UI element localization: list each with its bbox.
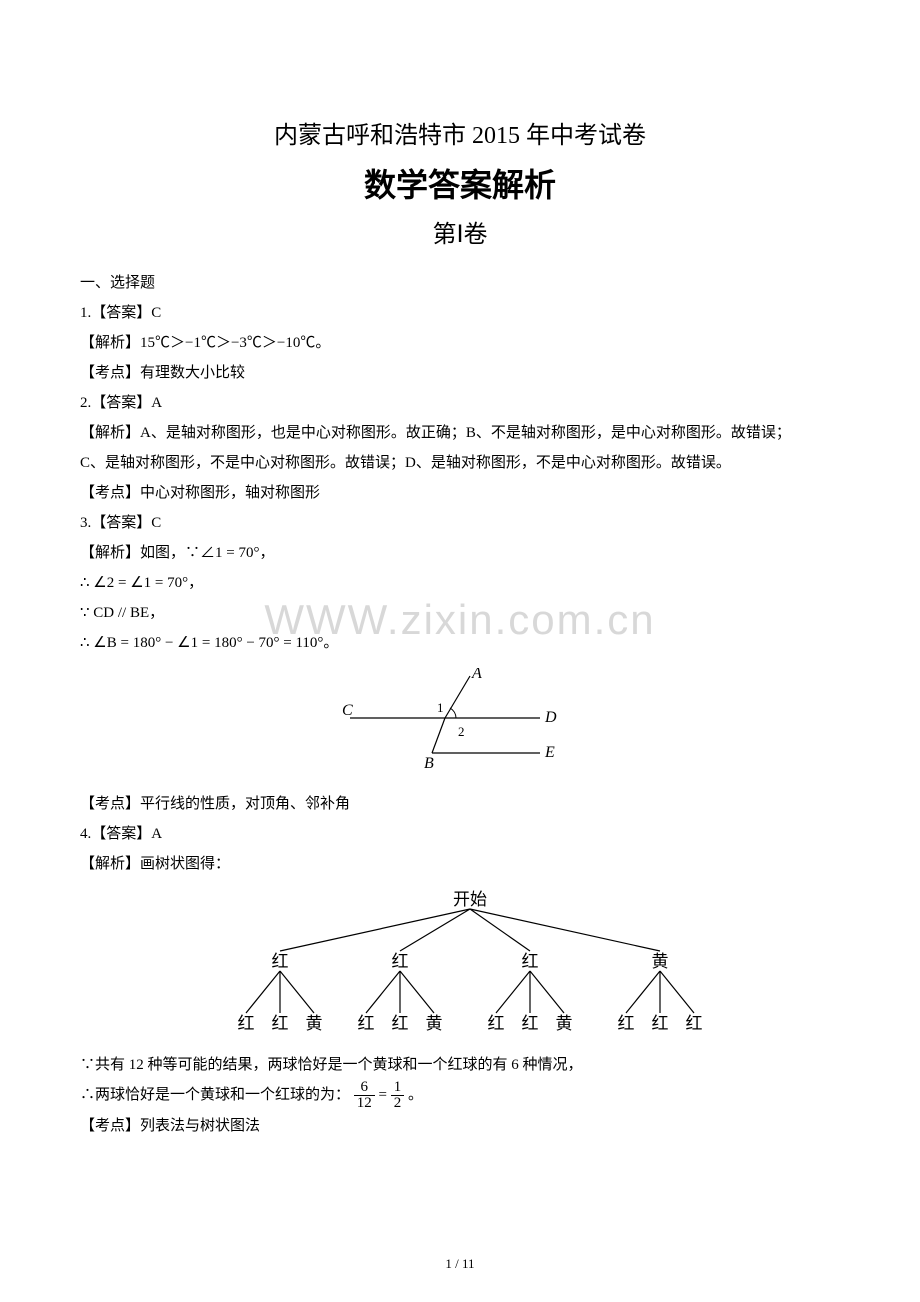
svg-text:红: 红	[392, 1014, 409, 1033]
q4-topic: 【考点】列表法与树状图法	[80, 1111, 840, 1141]
q2-topic: 【考点】中心对称图形，轴对称图形	[80, 478, 840, 508]
q4-line3: ∴两球恰好是一个黄球和一个红球的为： 6 12 = 1 2 。	[80, 1080, 840, 1111]
q2-answer: 2.【答案】A	[80, 388, 840, 418]
svg-text:红: 红	[488, 1014, 505, 1033]
svg-text:黄: 黄	[556, 1014, 573, 1033]
q4-l3-eq: =	[379, 1087, 391, 1103]
svg-text:红: 红	[652, 1014, 669, 1033]
q3-diagram: A C D B E 1 2	[80, 668, 840, 783]
frac-b: 12	[354, 1096, 375, 1111]
q4-line1: 【解析】画树状图得：	[80, 849, 840, 879]
svg-text:红: 红	[238, 1014, 255, 1033]
label-D: D	[544, 709, 557, 726]
q1-analysis: 【解析】15℃＞−1℃＞−3℃＞−10℃。	[80, 328, 840, 358]
label-C: C	[342, 702, 353, 719]
label-2: 2	[458, 724, 465, 739]
frac-d: 2	[391, 1096, 405, 1111]
svg-text:红: 红	[392, 952, 409, 971]
label-B: B	[424, 755, 434, 772]
q1-answer: 1.【答案】C	[80, 298, 840, 328]
frac-a: 6	[354, 1080, 375, 1096]
svg-text:红: 红	[272, 952, 289, 971]
svg-text:黄: 黄	[652, 952, 669, 971]
svg-text:黄: 黄	[306, 1014, 323, 1033]
angle-diagram: A C D B E 1 2	[330, 668, 590, 778]
svg-text:红: 红	[618, 1014, 635, 1033]
q1-topic: 【考点】有理数大小比较	[80, 358, 840, 388]
q2-analysis-2: C、是轴对称图形，不是中心对称图形。故错误；D、是轴对称图形，不是中心对称图形。…	[80, 448, 840, 478]
frac-c: 1	[391, 1080, 405, 1096]
doc-title-main: 数学答案解析	[80, 160, 840, 206]
q4-l3-post: 。	[408, 1087, 423, 1103]
q2-analysis-1: 【解析】A、是轴对称图形，也是中心对称图形。故正确；B、不是轴对称图形，是中心对…	[80, 418, 840, 448]
doc-title-line: 内蒙古呼和浩特市 2015 年中考试卷	[80, 115, 840, 150]
q3-topic: 【考点】平行线的性质，对顶角、邻补角	[80, 789, 840, 819]
q4-tree-diagram: 开始红红红黄红红黄红红黄红红黄红红红	[80, 889, 840, 1044]
q3-line4: ∴ ∠B = 180° − ∠1 = 180° − 70° = 110°。	[80, 628, 840, 658]
page-footer: 1 / 11	[0, 1256, 920, 1272]
q3-line3: ∵ CD // BE，	[80, 598, 840, 628]
section-heading: 一、选择题	[80, 271, 840, 292]
q4-line2: ∵共有 12 种等可能的结果，两球恰好是一个黄球和一个红球的有 6 种情况，	[80, 1050, 840, 1080]
svg-text:开始: 开始	[453, 890, 487, 909]
svg-text:红: 红	[686, 1014, 703, 1033]
q3-line1: 【解析】如图，∵∠1 = 70°，	[80, 538, 840, 568]
label-1: 1	[437, 700, 444, 715]
label-A: A	[471, 668, 482, 682]
q3-line2: ∴ ∠2 = ∠1 = 70°，	[80, 568, 840, 598]
q4-answer: 4.【答案】A	[80, 819, 840, 849]
svg-text:红: 红	[272, 1014, 289, 1033]
tree-diagram: 开始红红红黄红红黄红红黄红红黄红红红	[180, 889, 740, 1039]
svg-text:红: 红	[358, 1014, 375, 1033]
q3-answer: 3.【答案】C	[80, 508, 840, 538]
svg-text:红: 红	[522, 1014, 539, 1033]
doc-title-part: 第Ⅰ卷	[80, 214, 840, 249]
svg-text:红: 红	[522, 952, 539, 971]
svg-text:黄: 黄	[426, 1014, 443, 1033]
q4-l3-pre: ∴两球恰好是一个黄球和一个红球的为：	[80, 1087, 350, 1103]
label-E: E	[544, 744, 555, 761]
